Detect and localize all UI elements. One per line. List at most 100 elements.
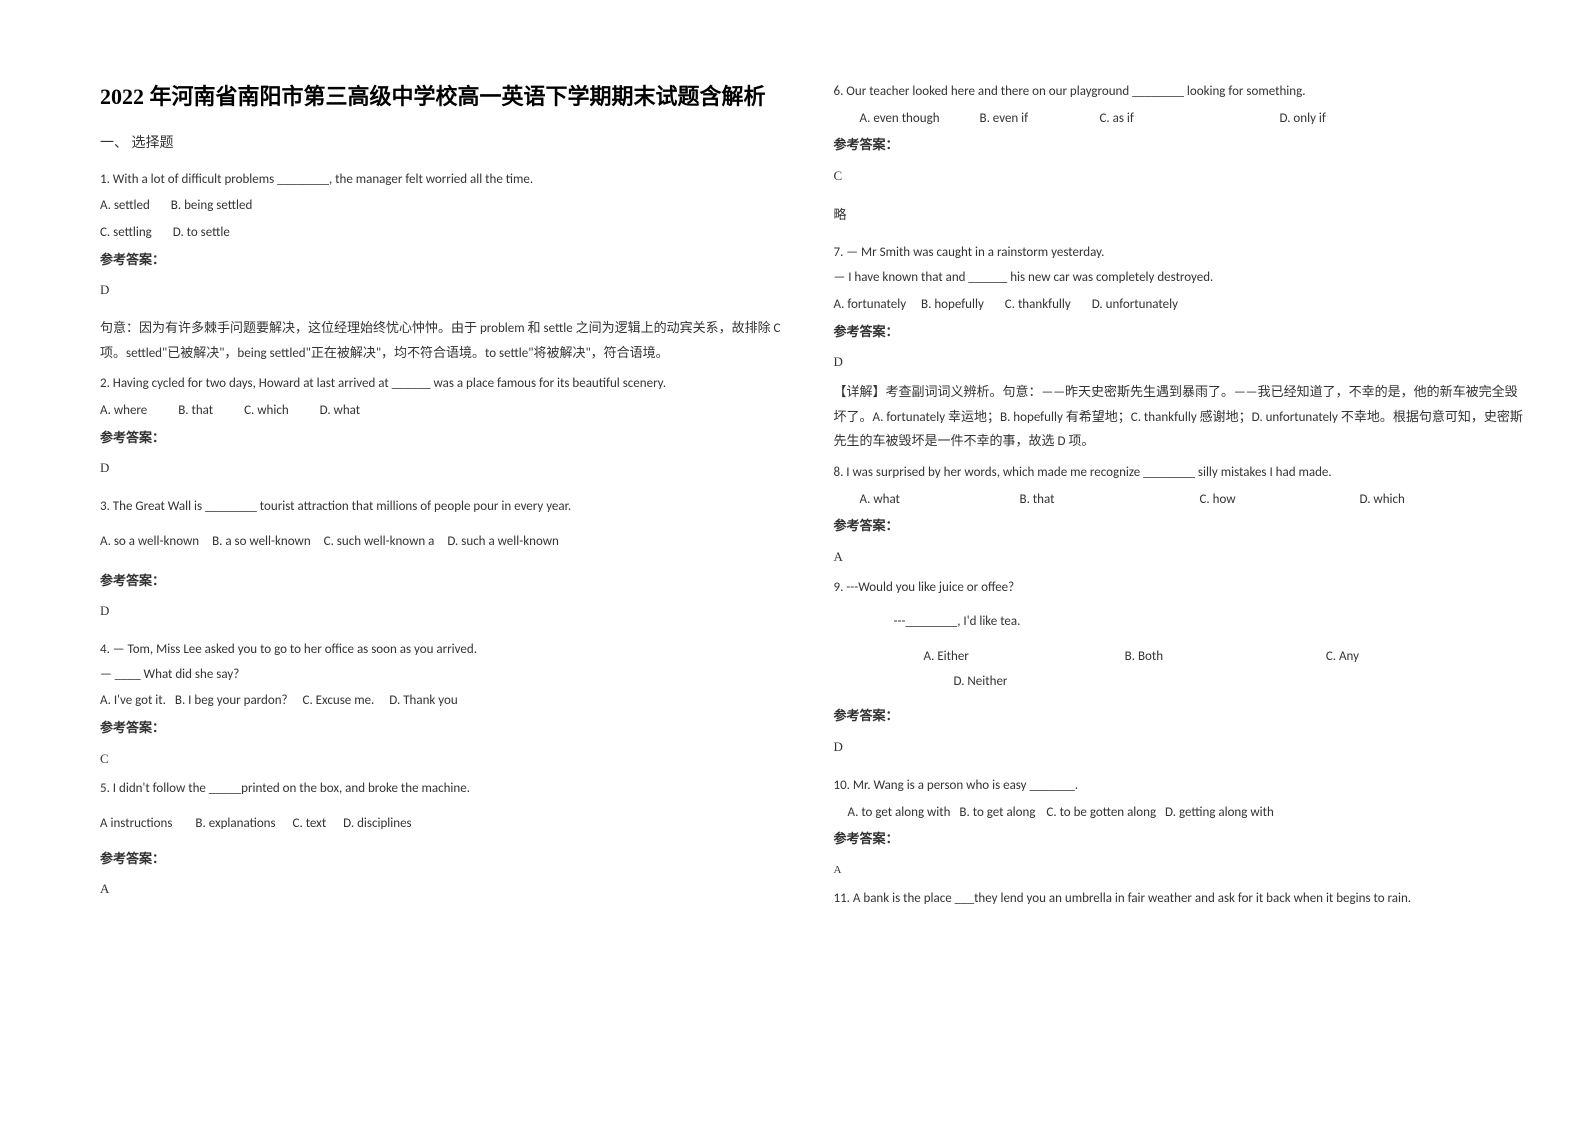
question-line1: 9. ---Would you like juice or offee? <box>834 576 1528 601</box>
question-text: 5. I didn't follow the _____printed on t… <box>100 777 794 802</box>
question-options: A. to get along with B. to get along C. … <box>834 801 1528 826</box>
question-3: 3. The Great Wall is ________ tourist at… <box>100 495 794 624</box>
option-c: C. which <box>244 399 289 424</box>
option-a: A. I've got it. <box>100 689 166 714</box>
option-b: B. even if <box>980 107 1100 132</box>
question-9: 9. ---Would you like juice or offee? ---… <box>834 576 1528 760</box>
explanation: 句意：因为有许多棘手问题要解决，这位经理始终忧心忡忡。由于 problem 和 … <box>100 317 794 366</box>
option-a: A. where <box>100 399 147 424</box>
answer-value: D <box>834 350 1528 375</box>
answer-label: 参考答案： <box>834 133 1528 158</box>
answer-value: A <box>100 877 794 902</box>
answer-value: D <box>100 456 794 481</box>
option-b: B. that <box>178 399 213 424</box>
answer-label: 参考答案： <box>834 514 1528 539</box>
option-a: A. even though <box>860 107 980 132</box>
answer-label: 参考答案： <box>100 426 794 451</box>
question-options: A. even though B. even if C. as if D. on… <box>834 107 1528 132</box>
question-text: 6. Our teacher looked here and there on … <box>834 80 1528 105</box>
question-options: A. I've got it. B. I beg your pardon? C.… <box>100 689 794 714</box>
option-a: A instructions <box>100 812 172 837</box>
option-b: B. to get along <box>959 801 1035 826</box>
answer-label: 参考答案： <box>100 847 794 872</box>
question-11: 11. A bank is the place ___they lend you… <box>834 887 1528 912</box>
answer-label: 参考答案： <box>834 827 1528 852</box>
question-options-row2: C. settling D. to settle <box>100 221 794 246</box>
question-8: 8. I was surprised by her words, which m… <box>834 461 1528 570</box>
option-d: D. Thank you <box>389 689 457 714</box>
answer-value: C <box>100 747 794 772</box>
answer-value: C <box>834 164 1528 189</box>
question-line2: — I have known that and ______ his new c… <box>834 266 1528 291</box>
option-c: C. text <box>293 812 327 837</box>
option-d: D. unfortunately <box>1092 293 1178 318</box>
question-5: 5. I didn't follow the _____printed on t… <box>100 777 794 902</box>
question-line2: — ____ What did she say? <box>100 663 794 688</box>
option-d: D. which <box>1360 488 1405 513</box>
explanation-omit: 略 <box>834 203 1528 228</box>
option-c: C. thankfully <box>1005 293 1071 318</box>
option-a: A. to get along with <box>848 801 951 826</box>
question-options: A. settled B. being settled <box>100 194 794 219</box>
option-a: A. so a well-known <box>100 530 199 555</box>
option-a: A. settled <box>100 194 150 219</box>
answer-label: 参考答案： <box>100 569 794 594</box>
question-text: 2. Having cycled for two days, Howard at… <box>100 372 794 397</box>
question-10: 10. Mr. Wang is a person who is easy ___… <box>834 774 1528 881</box>
option-b: B. a so well-known <box>212 530 311 555</box>
option-c: C. Excuse me. <box>303 689 375 714</box>
question-options: A. fortunately B. hopefully C. thankfull… <box>834 293 1528 318</box>
option-d: D. getting along with <box>1165 801 1274 826</box>
question-options: A. where B. that C. which D. what <box>100 399 794 424</box>
option-d: D. disciplines <box>343 812 411 837</box>
question-options: A. so a well-known B. a so well-known C.… <box>100 530 794 555</box>
option-d: D. what <box>320 399 361 424</box>
answer-label: 参考答案： <box>834 320 1528 345</box>
question-4: 4. — Tom, Miss Lee asked you to go to he… <box>100 638 794 771</box>
answer-value: D <box>100 278 794 303</box>
question-text: 3. The Great Wall is ________ tourist at… <box>100 495 794 520</box>
option-c: C. how <box>1200 488 1360 513</box>
question-options: A. what B. that C. how D. which <box>834 488 1528 513</box>
question-6: 6. Our teacher looked here and there on … <box>834 80 1528 227</box>
option-c: C. to be gotten along <box>1046 801 1156 826</box>
question-7: 7. — Mr Smith was caught in a rainstorm … <box>834 241 1528 455</box>
explanation: 【详解】考查副词词义辨析。句意：——昨天史密斯先生遇到暴雨了。——我已经知道了，… <box>834 381 1528 455</box>
question-text: 10. Mr. Wang is a person who is easy ___… <box>834 774 1528 799</box>
section-label: 一、 选择题 <box>100 131 794 158</box>
option-c: C. Any <box>1326 645 1527 670</box>
question-line2: ---________, I'd like tea. <box>834 610 1528 635</box>
option-a: A. what <box>860 488 1020 513</box>
answer-label: 参考答案： <box>100 248 794 273</box>
option-a: A. fortunately <box>834 293 907 318</box>
option-b: B. I beg your pardon? <box>175 689 288 714</box>
question-options: A. Either B. Both C. Any D. Neither <box>834 645 1528 694</box>
answer-value: A <box>834 860 1528 881</box>
option-d: D. such a well-known <box>447 530 559 555</box>
option-d: D. only if <box>1280 107 1326 132</box>
option-a: A. Either <box>924 645 1125 670</box>
option-c: C. such well-known a <box>324 530 435 555</box>
question-2: 2. Having cycled for two days, Howard at… <box>100 372 794 481</box>
answer-value: D <box>834 735 1528 760</box>
answer-label: 参考答案： <box>834 704 1528 729</box>
page: 2022 年河南省南阳市第三高级中学校高一英语下学期期末试题含解析 一、 选择题… <box>0 0 1587 957</box>
option-b: B. Both <box>1125 645 1326 670</box>
question-text: 1. With a lot of difficult problems ____… <box>100 168 794 193</box>
question-1: 1. With a lot of difficult problems ____… <box>100 168 794 367</box>
question-text: 11. A bank is the place ___they lend you… <box>834 887 1528 912</box>
question-options: A instructions B. explanations C. text D… <box>100 812 794 837</box>
option-d: D. to settle <box>173 221 230 246</box>
question-line1: 4. — Tom, Miss Lee asked you to go to he… <box>100 638 794 663</box>
option-b: B. that <box>1020 488 1200 513</box>
option-c: C. settling <box>100 221 152 246</box>
option-b: B. being settled <box>171 194 252 219</box>
doc-title: 2022 年河南省南阳市第三高级中学校高一英语下学期期末试题含解析 <box>100 80 794 113</box>
right-column: 6. Our teacher looked here and there on … <box>834 80 1528 917</box>
option-d: D. Neither <box>954 670 1008 695</box>
answer-value: D <box>100 599 794 624</box>
option-b: B. hopefully <box>921 293 984 318</box>
answer-label: 参考答案： <box>100 716 794 741</box>
option-c: C. as if <box>1100 107 1280 132</box>
question-line1: 7. — Mr Smith was caught in a rainstorm … <box>834 241 1528 266</box>
